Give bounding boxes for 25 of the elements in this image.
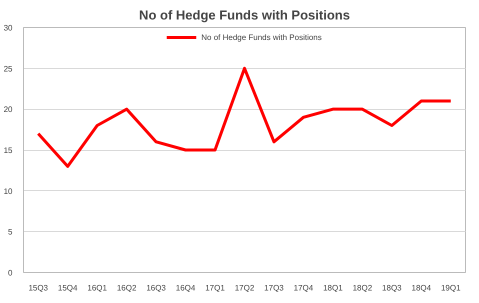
y-tick-label: 30 bbox=[4, 24, 14, 32]
y-tick-label: 20 bbox=[4, 105, 14, 114]
x-tick-label: 16Q4 bbox=[176, 284, 196, 292]
chart-title: No of Hedge Funds with Positions bbox=[139, 8, 350, 22]
y-tick-label: 10 bbox=[4, 186, 14, 196]
x-tick-label: 16Q2 bbox=[116, 284, 137, 292]
y-tick-label: 15 bbox=[4, 146, 14, 155]
x-tick-label: 18Q4 bbox=[412, 284, 432, 292]
x-tick-label: 15Q4 bbox=[58, 284, 78, 292]
line-series bbox=[36, 66, 452, 168]
x-tick-label: 18Q1 bbox=[323, 284, 344, 292]
x-tick-label: 18Q3 bbox=[382, 284, 402, 292]
y-tick-label: 25 bbox=[4, 64, 14, 74]
x-tick-label: 17Q2 bbox=[234, 284, 255, 292]
x-tick-label: 17Q3 bbox=[264, 284, 284, 292]
x-tick-label: 15Q3 bbox=[28, 284, 49, 292]
x-tick-label: 17Q4 bbox=[294, 284, 314, 292]
x-tick-label: 18Q2 bbox=[352, 284, 373, 292]
y-tick-label: 0 bbox=[8, 268, 14, 278]
x-tick-label: 19Q1 bbox=[440, 284, 462, 292]
x-tick-label: 17Q1 bbox=[205, 284, 226, 292]
y-tick-label: 5 bbox=[8, 228, 14, 237]
x-tick-label: 16Q3 bbox=[146, 284, 166, 292]
x-tick-label: 16Q1 bbox=[87, 284, 108, 292]
legend-label: No of Hedge Funds with Positions bbox=[201, 32, 322, 42]
